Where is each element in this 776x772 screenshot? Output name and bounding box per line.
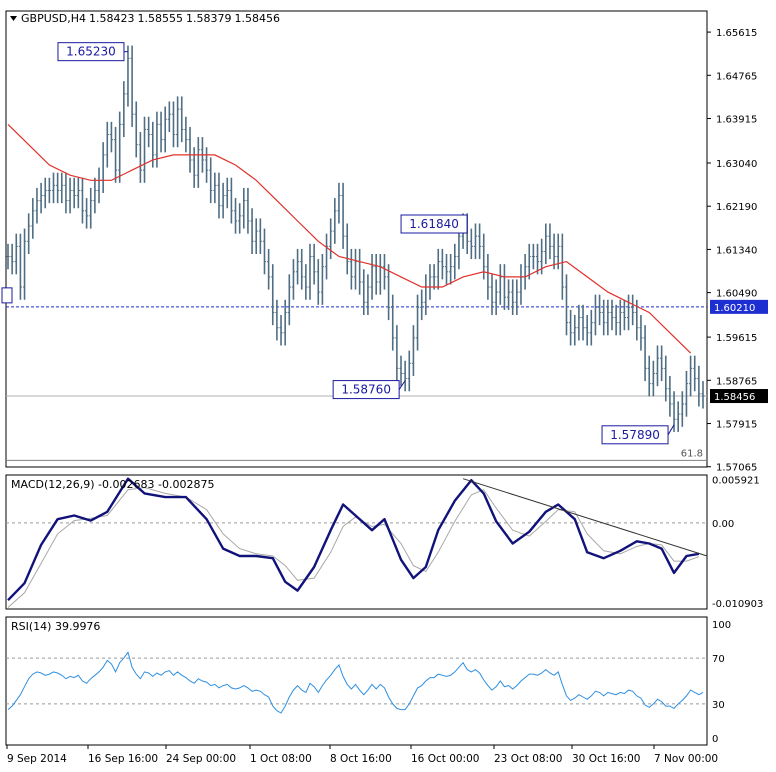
price-y-tick-label: 1.61340 [716, 245, 757, 256]
chart-header: GBPUSD,H4 1.58423 1.58555 1.58379 1.58456 [21, 12, 280, 25]
macd-y-tick-label: 0.00 [712, 519, 734, 530]
fib-level-label: 61.8 [681, 448, 703, 459]
rsi-y-tick-label: 100 [712, 620, 731, 631]
last-price-tag [710, 389, 768, 404]
price-annotation-label: 1.58760 [341, 383, 391, 397]
header-close: 1.58456 [234, 12, 280, 25]
price-y-tick-label: 1.65615 [716, 28, 757, 39]
header-low: 1.58379 [186, 12, 232, 25]
x-tick-label: 16 Oct 00:00 [411, 753, 479, 765]
macd-label: MACD(12,26,9) -0.002683 -0.002875 [11, 478, 214, 491]
macd-panel-frame [5, 474, 708, 610]
price-y-tick-label: 1.63915 [716, 115, 757, 126]
dropdown-triangle-icon [10, 16, 17, 21]
price-annotation-label: 1.65230 [66, 45, 116, 59]
annotation-connector [398, 380, 406, 390]
price-y-tick-label: 1.63040 [716, 159, 757, 170]
left-edge-box [1, 287, 13, 304]
dashed-level-tag [710, 299, 768, 314]
x-tick-label: 16 Sep 16:00 [88, 753, 158, 765]
macd-y-tick-label: -0.010903 [712, 599, 763, 610]
rsi-line [7, 651, 704, 714]
price-annotation-box [332, 380, 400, 400]
price-annotation-box [601, 425, 669, 445]
annotation-connector [667, 424, 675, 436]
price-y-tick-label: 1.57915 [716, 420, 757, 431]
price-annotation-box [57, 42, 125, 62]
x-tick-label: 30 Oct 16:00 [572, 753, 640, 765]
price-y-tick-label: 1.57065 [716, 463, 757, 474]
price-annotation-label: 1.57890 [610, 428, 660, 442]
x-tick-label: 23 Oct 08:00 [494, 753, 562, 765]
dashed-level-value: 1.60210 [714, 303, 755, 314]
price-y-tick-label: 1.58765 [716, 376, 757, 387]
x-tick-label: 1 Oct 08:00 [250, 753, 312, 765]
price-y-tick-label: 1.64765 [716, 71, 757, 82]
price-annotation-box [400, 214, 468, 234]
macd-trendline [462, 478, 708, 557]
x-tick-label: 24 Sep 00:00 [166, 753, 236, 765]
header-high: 1.58555 [137, 12, 183, 25]
macd-y-tick-label: 0.005921 [712, 475, 760, 486]
x-tick-label: 7 Nov 00:00 [654, 753, 718, 765]
price-y-tick-label: 1.62190 [716, 202, 757, 213]
moving-average-line [7, 123, 692, 354]
price-y-tick-label: 1.59615 [716, 333, 757, 344]
rsi-panel-frame [5, 616, 708, 746]
header-open: 1.58423 [89, 12, 135, 25]
price-y-tick-label: 1.60490 [716, 289, 757, 300]
price-annotation-label: 1.61840 [409, 217, 459, 231]
rsi-label: RSI(14) 39.9976 [11, 620, 100, 633]
x-tick-label: 9 Sep 2014 [7, 753, 67, 765]
rsi-y-tick-label: 0 [712, 734, 718, 745]
rsi-y-tick-label: 30 [712, 700, 725, 711]
last-price-value: 1.58456 [714, 392, 755, 403]
macd-main-line [7, 477, 700, 602]
header-symbol-timeframe: GBPUSD,H4 [21, 12, 86, 25]
x-tick-label: 8 Oct 16:00 [330, 753, 392, 765]
rsi-y-tick-label: 70 [712, 654, 725, 665]
